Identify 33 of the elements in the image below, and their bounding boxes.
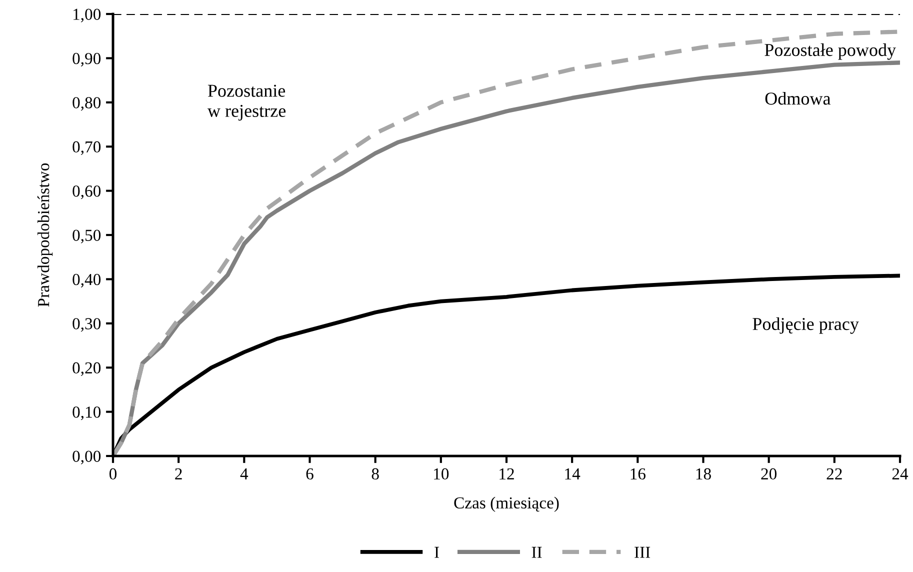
annotation: Odmowa bbox=[765, 92, 831, 105]
y-tick-label: 0,70 bbox=[72, 141, 101, 155]
y-tick-label: 0,30 bbox=[72, 318, 101, 332]
legend-label: II bbox=[532, 546, 542, 558]
y-tick-label: 0,20 bbox=[72, 362, 101, 376]
x-tick-label: 0 bbox=[109, 468, 117, 480]
y-tick-label: 0,60 bbox=[72, 186, 101, 200]
y-tick-label: 0,80 bbox=[72, 97, 101, 111]
legend-label: III bbox=[634, 546, 650, 558]
y-tick-label: 0,40 bbox=[72, 274, 101, 288]
x-tick-label: 10 bbox=[434, 468, 449, 480]
annotation: Pozostanie w rejestrze bbox=[207, 84, 286, 121]
annotation: Podjęcie pracy bbox=[752, 317, 859, 334]
x-tick-label: 24 bbox=[892, 468, 908, 480]
x-tick-label: 22 bbox=[826, 468, 842, 480]
y-tick-label: 1,00 bbox=[73, 8, 101, 22]
x-tick-label: 2 bbox=[175, 468, 182, 480]
x-tick-label: 12 bbox=[500, 468, 514, 480]
x-tick-label: 20 bbox=[761, 468, 777, 480]
annotation: Pozostałe powody bbox=[764, 43, 896, 60]
y-tick-label: 0,10 bbox=[72, 406, 101, 420]
x-tick-label: 6 bbox=[306, 468, 314, 480]
legend-label: I bbox=[434, 546, 439, 558]
y-tick-label: 0,00 bbox=[72, 450, 101, 464]
x-tick-label: 8 bbox=[372, 468, 379, 480]
x-tick-label: 16 bbox=[630, 468, 646, 480]
x-tick-label: 18 bbox=[696, 468, 711, 480]
x-tick-label: 4 bbox=[240, 468, 248, 480]
y-axis-title: Prawdopodobieństwo bbox=[37, 163, 53, 307]
x-tick-label: 14 bbox=[565, 468, 580, 480]
y-tick-label: 0,90 bbox=[72, 52, 101, 67]
x-axis-title: Czas (miesiące) bbox=[454, 496, 559, 512]
y-tick-label: 0,50 bbox=[72, 230, 101, 244]
